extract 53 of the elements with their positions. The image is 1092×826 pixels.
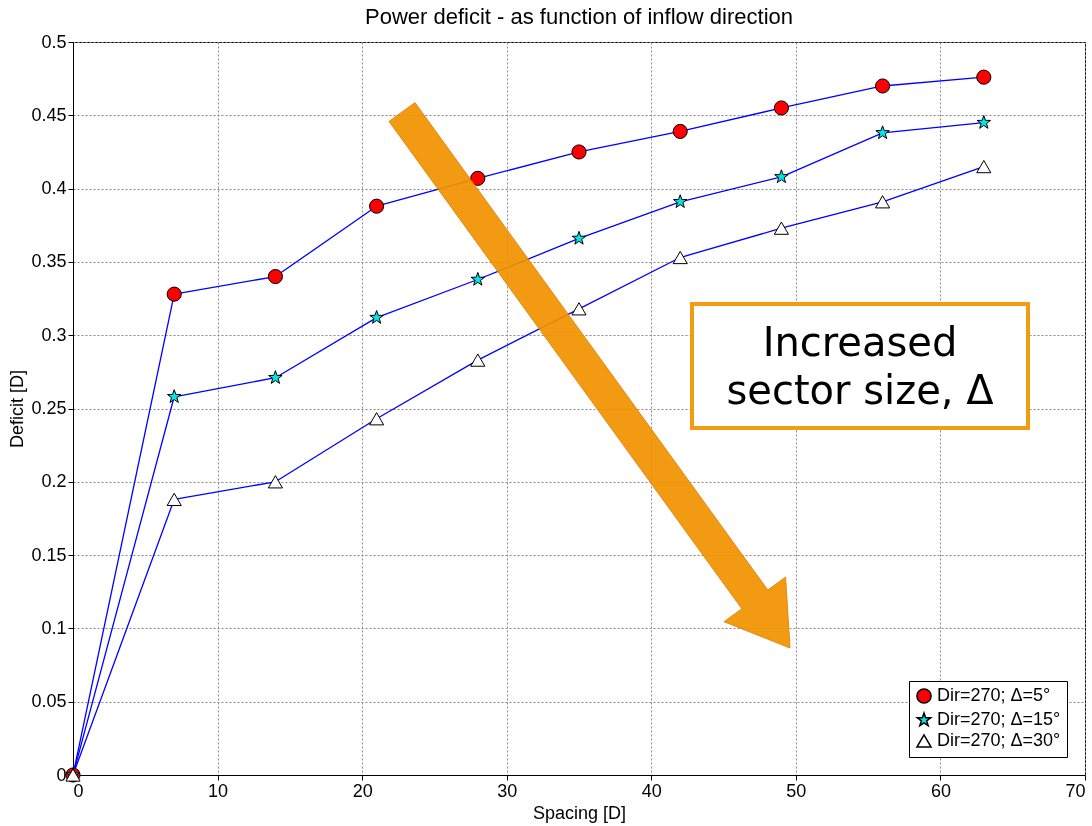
y-tick-label: 0 [56,764,67,785]
y-tick-label: 0.35 [31,251,67,272]
point [773,100,789,116]
x-tick-label: 60 [930,780,951,801]
legend-label: Dir=270; Δ=30° [937,730,1061,750]
point [571,230,587,245]
point [470,353,486,367]
point [672,123,688,139]
point [267,475,283,489]
y-tick-label: 0.2 [41,471,67,492]
point [976,69,992,85]
point [976,115,992,129]
y-tick-label: 0.45 [31,104,67,125]
point [369,412,385,426]
point [672,250,688,265]
y-tick-label: 0.5 [41,31,67,52]
x-tick-label: 20 [352,780,373,801]
point [773,221,789,235]
point [571,302,587,316]
x-tick-label: 0 [73,780,84,801]
y-tick-label: 0.15 [31,544,67,565]
point [875,125,890,140]
point [369,198,385,214]
point [672,194,688,209]
point [875,78,891,94]
y-tick-label: 0.05 [31,691,67,712]
point [571,144,587,160]
legend-label: Dir=270; Δ=5° [937,685,1051,705]
y-axis-title: Deficit [D] [7,369,28,449]
chart-title: Power deficit - as function of inflow direction [365,4,793,29]
point [369,310,384,324]
point [470,170,486,186]
x-tick-label: 70 [1065,780,1086,801]
y-tick-label: 0.25 [31,398,67,418]
point [166,389,182,403]
y-tick-label: 0.1 [41,617,67,638]
point [166,492,182,507]
point [268,370,283,384]
x-tick-label: 30 [497,780,518,801]
legend-label: Dir=270; Δ=15° [937,709,1061,729]
point [774,169,789,184]
y-tick-label: 0.4 [41,178,67,199]
y-tick-label: 0.3 [41,324,67,345]
x-axis-title: Spacing [D] [532,802,627,823]
point [875,195,891,209]
point [976,159,992,174]
x-tick-label: 40 [641,780,662,801]
point [470,271,486,286]
point [166,286,182,302]
point [267,269,283,285]
x-tick-label: 50 [786,780,807,801]
annotation: Increased sector size, Δ [690,302,1030,430]
x-tick-label: 10 [208,780,229,801]
